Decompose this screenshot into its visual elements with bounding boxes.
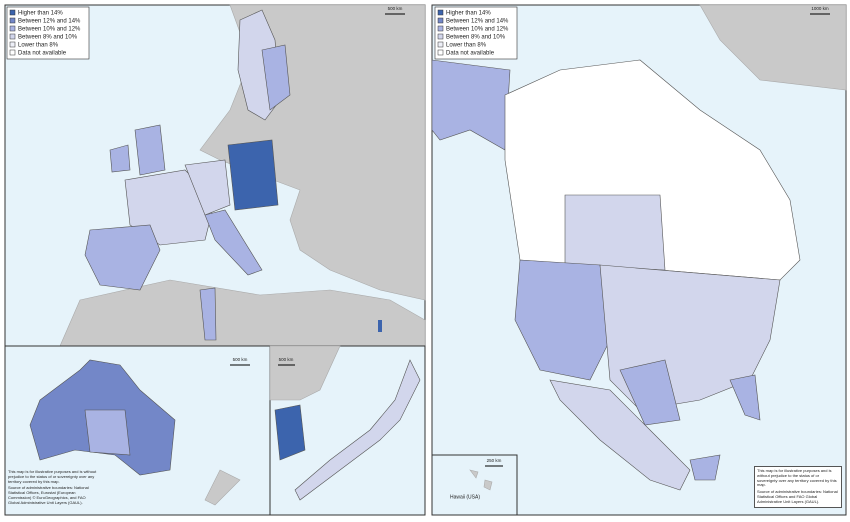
legend-swatch [9,9,16,16]
region [729,374,761,421]
source: Source of administrative boundaries: Nat… [8,485,89,505]
legend-swatch [437,25,444,32]
land [269,345,341,401]
legend-swatch [9,41,16,48]
land [699,4,847,91]
europe-panel: Higher than 14% Between 12% and 14% Betwee… [4,4,426,347]
region [84,409,131,456]
region [294,359,421,501]
region [689,454,721,481]
legend-label: Between 12% and 14% [18,19,81,25]
legend-swatch [9,17,16,24]
legend-label: Lower than 8% [446,43,487,49]
legend-label: Higher than 14% [18,11,63,17]
legend-label: Between 10% and 12% [446,27,509,33]
legend-box [6,6,90,60]
scale-label: 500 km [233,357,248,362]
legend-swatch [9,25,16,32]
inset-label: Hawaii (USA) [450,494,480,500]
region [109,144,131,173]
scale-label: 1000 km [811,6,829,11]
note-box: This map is for illustrative purposes an… [8,470,97,505]
legend-box [434,6,518,60]
legend-label: Higher than 14% [446,11,491,17]
legend-label: Between 8% and 10% [446,35,506,41]
scale-label: 250 km [487,458,502,463]
region [261,44,291,111]
legend: Higher than 14% Between 12% and 14% Betwee… [6,6,90,60]
scale-label: 500 km [388,6,403,11]
legend-label: Data not available [18,51,67,57]
source: Source of administrative boundaries: Nat… [757,489,838,504]
region [274,404,306,461]
legend-swatch [9,49,16,56]
region [431,59,511,151]
legend-label: Between 10% and 12% [18,27,81,33]
hawaii-inset [431,454,518,516]
region [564,194,666,271]
region [227,139,279,211]
korea-japan-panel: 500 km [269,345,426,516]
legend-swatch [437,17,444,24]
region [378,320,382,332]
region [184,159,231,216]
scale-label: 500 km [279,357,294,362]
legend: Higher than 14% Between 12% and 14% Betwee… [434,6,518,60]
legend-label: Lower than 8% [18,43,59,49]
region [134,124,166,176]
disclaimer: This map is for illustrative purposes an… [757,468,837,488]
region [199,287,217,341]
north-america-panel: Higher than 14% Between 12% and 14% Betwee… [431,4,847,516]
legend-label: Data not available [446,51,495,57]
disclaimer: This map is for illustrative purposes an… [8,470,97,484]
region [204,209,263,276]
legend-swatch [437,41,444,48]
legend-label: Between 12% and 14% [446,19,509,25]
region [84,224,161,291]
legend-swatch [437,9,444,16]
region [549,379,691,491]
region [619,359,681,426]
legend-swatch [437,33,444,40]
australia-panel: 500 km This map is for illustrative purp… [4,345,271,516]
land [469,469,493,491]
legend-swatch [9,33,16,40]
land [204,469,241,506]
legend-label: Between 8% and 10% [18,35,78,41]
note-box: This map is for illustrative purposes an… [754,466,842,508]
legend-swatch [437,49,444,56]
